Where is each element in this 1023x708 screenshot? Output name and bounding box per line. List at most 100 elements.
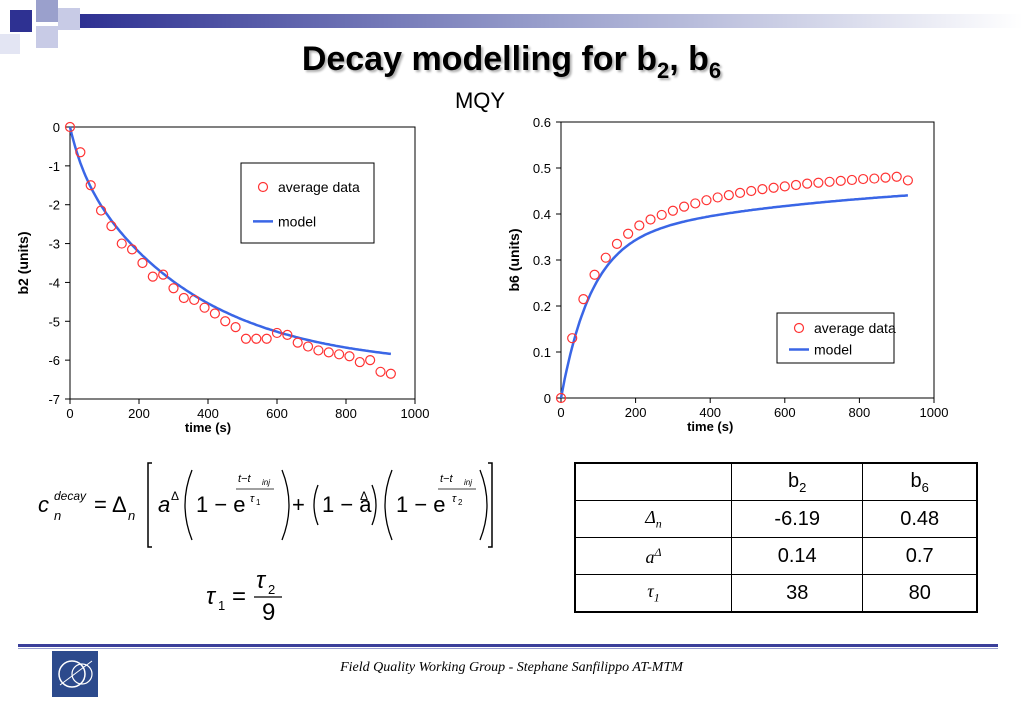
- data-point: [690, 198, 701, 209]
- data-point: [802, 178, 813, 189]
- data-point: [634, 220, 645, 231]
- x-tick-label: 200: [625, 405, 647, 420]
- data-point: [64, 121, 76, 133]
- eq-exp2-num: t−t: [440, 473, 453, 485]
- x-tick-label: 0: [557, 405, 564, 420]
- y-tick-label: 0: [53, 120, 60, 135]
- data-point: [678, 201, 690, 212]
- legend-data-label: average data: [814, 320, 896, 336]
- footer-divider-thin: [18, 648, 998, 649]
- data-point: [779, 181, 790, 192]
- y-tick-label: -5: [48, 314, 60, 329]
- y-tick-label: -7: [48, 392, 60, 407]
- data-point: [611, 238, 623, 249]
- y-axis-label: b2 (units): [15, 232, 31, 295]
- cern-logo-icon: [58, 660, 93, 688]
- data-point: [313, 345, 324, 356]
- header-decoration: [0, 0, 1023, 54]
- svg-text:inj: inj: [464, 478, 472, 487]
- y-axis-label: b6 (units): [506, 229, 522, 292]
- eq-a1: a: [158, 492, 170, 517]
- data-point: [567, 333, 578, 344]
- table-row: Δn -6.19 0.48: [574, 500, 978, 538]
- table-cell: 0.48: [862, 500, 978, 538]
- data-point: [375, 366, 386, 377]
- cern-logo: [52, 651, 98, 697]
- data-point: [147, 271, 158, 282]
- data-point: [578, 294, 589, 305]
- eq-exp1-den: τ: [250, 493, 255, 505]
- x-tick-label: 200: [128, 406, 150, 421]
- model-line: [68, 126, 392, 356]
- data-point: [667, 205, 679, 216]
- parameter-table: b2 b6 Δn -6.19 0.48 aΔ 0.14 0.7 τ1 38 80: [574, 462, 978, 613]
- plot-area: [560, 121, 935, 399]
- eq-delta: Δ: [112, 492, 127, 517]
- data-point: [189, 294, 200, 306]
- y-tick-label: -4: [48, 275, 60, 290]
- data-point: [656, 209, 667, 221]
- right-bracket: [488, 462, 493, 548]
- table-header-row: b2 b6: [574, 462, 978, 501]
- data-point: [323, 347, 334, 358]
- slide-subtitle: MQY: [454, 88, 506, 113]
- eq-delta-sub: n: [128, 508, 135, 523]
- tau-denominator: 9: [262, 599, 275, 626]
- y-tick-label: 0.1: [533, 345, 551, 360]
- row-label: Δn: [574, 500, 732, 538]
- data-point: [869, 173, 880, 184]
- y-tick-label: -6: [48, 353, 60, 368]
- y-tick-label: 0.2: [533, 299, 551, 314]
- x-tick-label: 400: [699, 405, 721, 420]
- svg-text:2: 2: [458, 498, 463, 507]
- svg-text:1: 1: [256, 498, 261, 507]
- data-point: [746, 185, 757, 197]
- data-point: [701, 195, 712, 206]
- data-point: [757, 184, 768, 195]
- data-point: [354, 356, 365, 368]
- data-point: [292, 337, 303, 348]
- x-tick-label: 600: [774, 405, 796, 420]
- plot-area: [69, 126, 416, 400]
- data-point: [723, 190, 734, 201]
- legend-data-marker: [793, 322, 805, 334]
- data-point: [106, 220, 117, 232]
- eq-equals: =: [94, 492, 107, 517]
- data-point: [623, 228, 634, 239]
- table-header-cell: b6: [862, 462, 978, 501]
- y-tick-label: 0.3: [533, 253, 551, 268]
- table-row: τ1 38 80: [574, 574, 978, 613]
- table-cell: 80: [862, 574, 978, 613]
- eq-a1-sup: Δ: [171, 489, 179, 503]
- data-point: [858, 173, 869, 185]
- data-point: [75, 147, 86, 158]
- data-point: [768, 182, 779, 193]
- data-point: [555, 392, 567, 404]
- row-label: aΔ: [574, 537, 732, 575]
- y-tick-label: 0.4: [533, 207, 551, 222]
- eq-exp1-num: t−t: [238, 473, 251, 485]
- y-tick-label: 0.6: [533, 115, 551, 130]
- table-cell: 0.7: [862, 537, 978, 575]
- data-point: [168, 283, 179, 294]
- svg-text:1: 1: [218, 598, 225, 613]
- y-tick-label: 0.5: [533, 161, 551, 176]
- data-point: [365, 355, 376, 366]
- x-tick-label: 800: [849, 405, 871, 420]
- data-point: [880, 172, 891, 183]
- legend-model-label: model: [814, 342, 852, 358]
- x-tick-label: 600: [266, 406, 288, 421]
- data-point: [230, 322, 241, 333]
- data-point: [835, 175, 846, 186]
- data-point: [302, 341, 314, 352]
- svg-text:Δ: Δ: [360, 489, 368, 503]
- footer-divider: [18, 644, 998, 647]
- x-tick-label: 1000: [401, 406, 430, 421]
- eq-n-sub: n: [54, 508, 61, 523]
- data-point: [116, 238, 127, 249]
- data-point: [891, 171, 902, 182]
- data-point: [209, 308, 220, 319]
- eq-exp2-den: τ: [452, 493, 457, 505]
- data-point: [344, 351, 355, 362]
- data-point: [127, 244, 138, 255]
